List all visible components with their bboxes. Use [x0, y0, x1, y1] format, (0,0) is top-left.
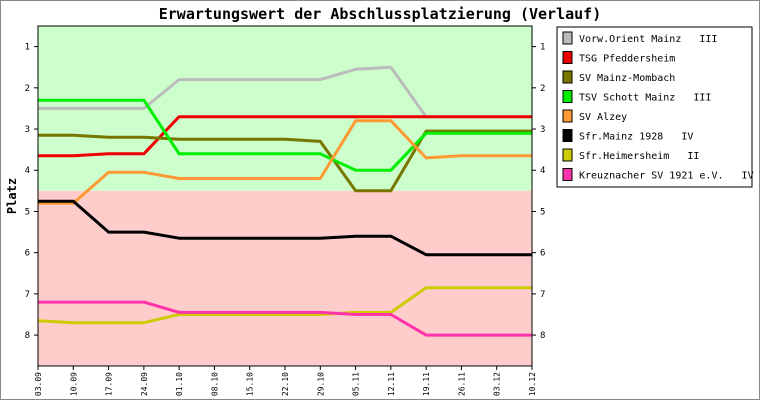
y-tick-label-left: 1: [25, 43, 30, 53]
series-line-8: [38, 300, 532, 337]
zones-layer: [38, 26, 532, 366]
legend-swatch-7: [562, 148, 573, 162]
legend-swatch-1: [562, 31, 573, 45]
legend-swatch-8: [562, 168, 573, 181]
y-axis-label: Platz: [5, 178, 19, 214]
series-line-6: [38, 199, 532, 257]
legend-label-3: SV Mainz-Mombach: [579, 73, 675, 84]
series-line-2: [38, 115, 532, 158]
legend-label-4: TSV Schott Mainz III: [579, 93, 711, 104]
x-tick-label: 03.09: [34, 372, 43, 396]
series-line-1: [38, 65, 428, 118]
legend-label-5: SV Alzey: [579, 112, 627, 123]
legend-swatch-6: [562, 129, 573, 142]
legend-label-1: Vorw.Orient Mainz III: [579, 34, 717, 45]
legend-swatch-3: [562, 70, 573, 84]
axes-layer: 1 1 2 2 3 3 4 4 5 5 6 6 7 7 8 8 03.09 10.09 17.09 24.09 01.1…: [25, 25, 545, 396]
series-line-4: [38, 98, 532, 172]
y-tick-label-right: 5: [540, 207, 545, 217]
legend: Vorw.Orient Mainz III TSG Pfeddersheim SV …: [556, 26, 754, 188]
x-tick-label: 26.11: [457, 372, 466, 396]
y-tick-label-left: 6: [25, 249, 30, 259]
y-tick-label-left: 8: [25, 331, 30, 341]
y-tick-label-right: 6: [540, 249, 545, 259]
x-tick-label: 24.09: [140, 372, 149, 396]
y-tick-label-right: 3: [540, 125, 545, 135]
x-tick-label: 10.09: [69, 372, 78, 396]
x-tick-label: 03.12: [493, 372, 502, 396]
x-tick-label: 19.11: [422, 372, 431, 396]
x-tick-label: 05.11: [352, 372, 361, 396]
legend-label-2: TSG Pfeddersheim: [579, 54, 675, 65]
legend-swatch-2: [562, 51, 573, 64]
x-tick-label: 15.10: [246, 372, 255, 396]
legend-swatch-4: [562, 90, 573, 103]
x-tick-label: 08.10: [210, 372, 219, 396]
zone-band-2: [38, 190, 532, 366]
legend-label-6: Sfr.Mainz 1928 IV: [579, 132, 693, 143]
y-tick-label-right: 4: [540, 166, 545, 176]
x-tick-label: 10.12: [528, 372, 537, 396]
y-tick-label-right: 8: [540, 331, 545, 341]
legend-swatch-5: [562, 109, 573, 123]
x-tick-label: 22.10: [281, 372, 290, 396]
legend-label-8: Kreuznacher SV 1921 e.V. IV: [579, 171, 754, 182]
legend-box: [556, 26, 753, 188]
y-tick-label-right: 1: [540, 43, 545, 53]
x-tick-label: 29.10: [316, 372, 325, 396]
series-line-5: [38, 119, 532, 205]
x-tick-label: 17.09: [105, 372, 114, 396]
chart-title: Erwartungswert der Abschlussplatzierung …: [159, 5, 602, 23]
y-tick-label-left: 4: [25, 166, 30, 176]
y-tick-label-left: 3: [25, 125, 30, 135]
y-tick-label-left: 7: [25, 290, 30, 300]
y-tick-label-left: 2: [25, 84, 30, 94]
y-tick-label-right: 7: [540, 290, 545, 300]
y-tick-label-right: 2: [540, 84, 545, 94]
series-line-7: [37, 286, 532, 325]
x-tick-label: 01.10: [175, 372, 184, 396]
x-tick-label: 12.11: [387, 372, 396, 396]
series-line-3: [38, 129, 532, 193]
legend-label-7: Sfr.Heimersheim II: [579, 151, 699, 162]
series-layer: [37, 65, 532, 337]
y-tick-label-left: 5: [25, 207, 30, 217]
